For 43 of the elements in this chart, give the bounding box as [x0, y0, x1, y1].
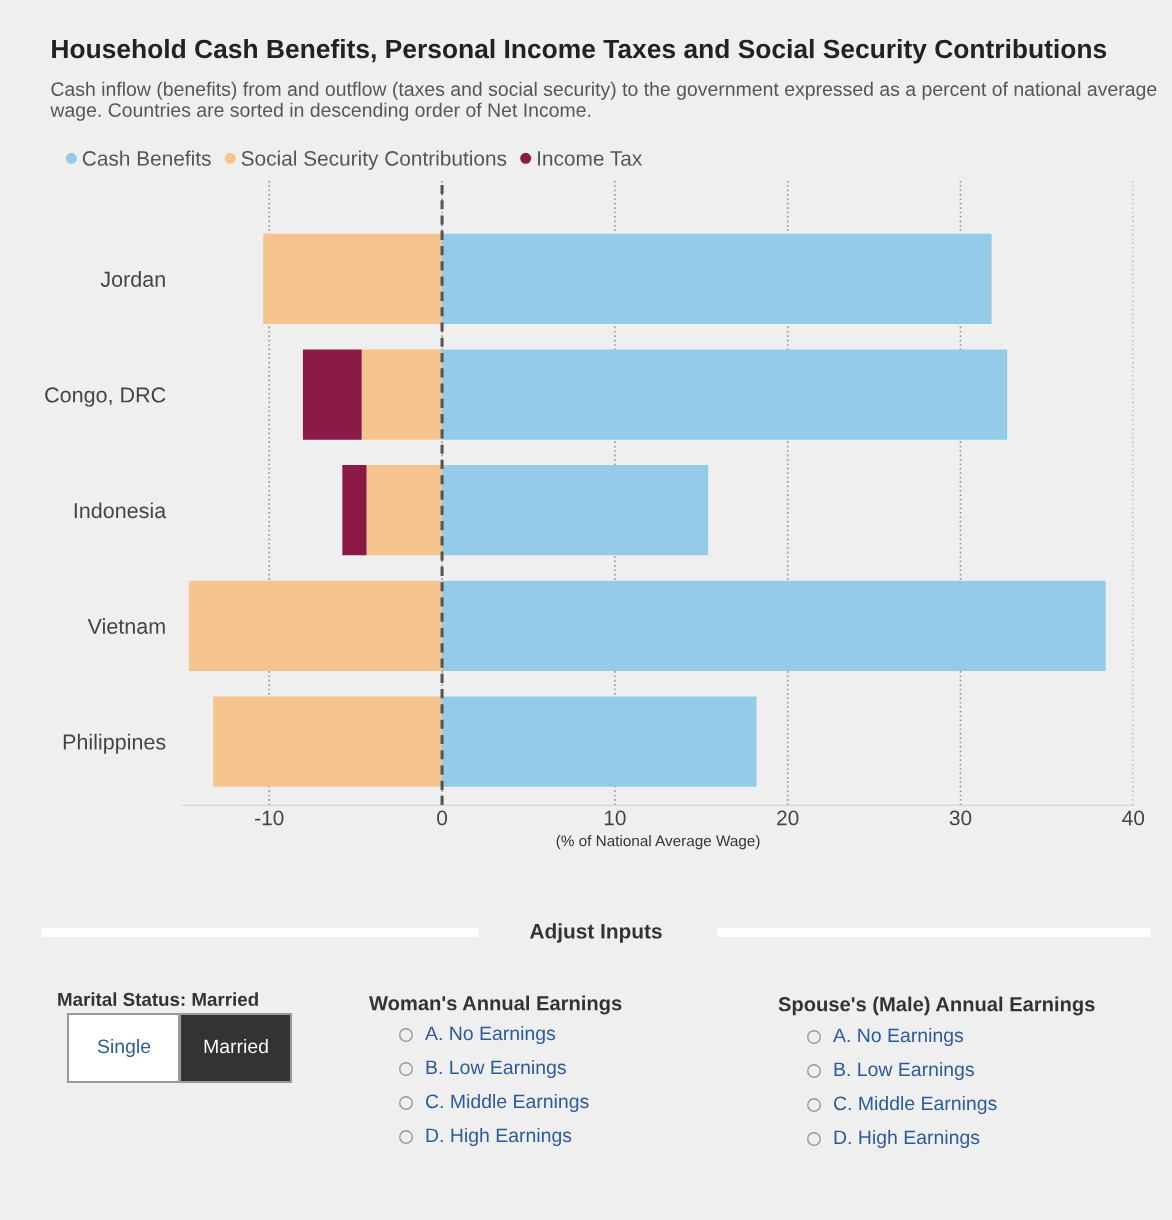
- bar: [442, 465, 709, 556]
- bar: [361, 349, 443, 440]
- text: D. High Earnings: [426, 1127, 572, 1147]
- legend-label: Social Security Contributions: [241, 150, 507, 170]
- x-tick-label: 40: [1122, 810, 1145, 826]
- legend-label: Cash Benefits: [82, 150, 211, 166]
- bar: [442, 696, 757, 787]
- bar: [342, 465, 367, 556]
- bar: [213, 696, 443, 787]
- chart-title: Household Cash Benefits, Personal Income Taxes and Social Security Contributions: [52, 38, 1107, 64]
- y-tick-label: Indonesia: [74, 502, 167, 519]
- bar: [442, 580, 1106, 672]
- x-tick-label: 30: [949, 810, 972, 826]
- text: B. Low Earnings: [426, 1059, 566, 1079]
- text: A. No Earnings: [425, 1025, 556, 1045]
- bar: [442, 233, 992, 324]
- text: Marital Status: Married: [58, 992, 258, 1007]
- y-tick-label: Philippines: [63, 733, 166, 754]
- text: C. Middle Earnings: [833, 1095, 997, 1115]
- text: A. No Earnings: [833, 1027, 964, 1047]
- text: Woman's Annual Earnings: [369, 995, 622, 1015]
- text: Married: [204, 1038, 268, 1054]
- text: C. Middle Earnings: [425, 1093, 589, 1113]
- bar: [263, 233, 443, 324]
- bar: [188, 580, 443, 672]
- y-tick-label: Congo, DRC: [45, 387, 166, 407]
- chart-subtitle: Cash inflow (benefits) from and outflow (taxes and social security) to the government expressed as a percent of national average wage. Countries are sorted in descending order of Net Income.: [50, 81, 1157, 121]
- y-tick-label: Vietnam: [87, 618, 165, 634]
- x-tick-label: -10: [255, 810, 284, 826]
- legend-label: Income Tax: [538, 151, 643, 166]
- x-tick-label: 10: [604, 810, 626, 826]
- bar: [302, 349, 362, 440]
- text: Single: [97, 1038, 151, 1058]
- bar: [442, 349, 1008, 440]
- x-tick-label: 20: [777, 810, 799, 826]
- text: Spouse's (Male) Annual Earnings: [778, 996, 1095, 1016]
- text: B. Low Earnings: [834, 1061, 974, 1081]
- x-tick-label: 0: [437, 810, 448, 826]
- text: Adjust Inputs: [529, 923, 662, 943]
- text: D. High Earnings: [834, 1129, 980, 1149]
- bar: [366, 465, 443, 556]
- x-axis-title: (% of National Average Wage): [556, 835, 760, 850]
- y-tick-label: Jordan: [100, 271, 165, 287]
